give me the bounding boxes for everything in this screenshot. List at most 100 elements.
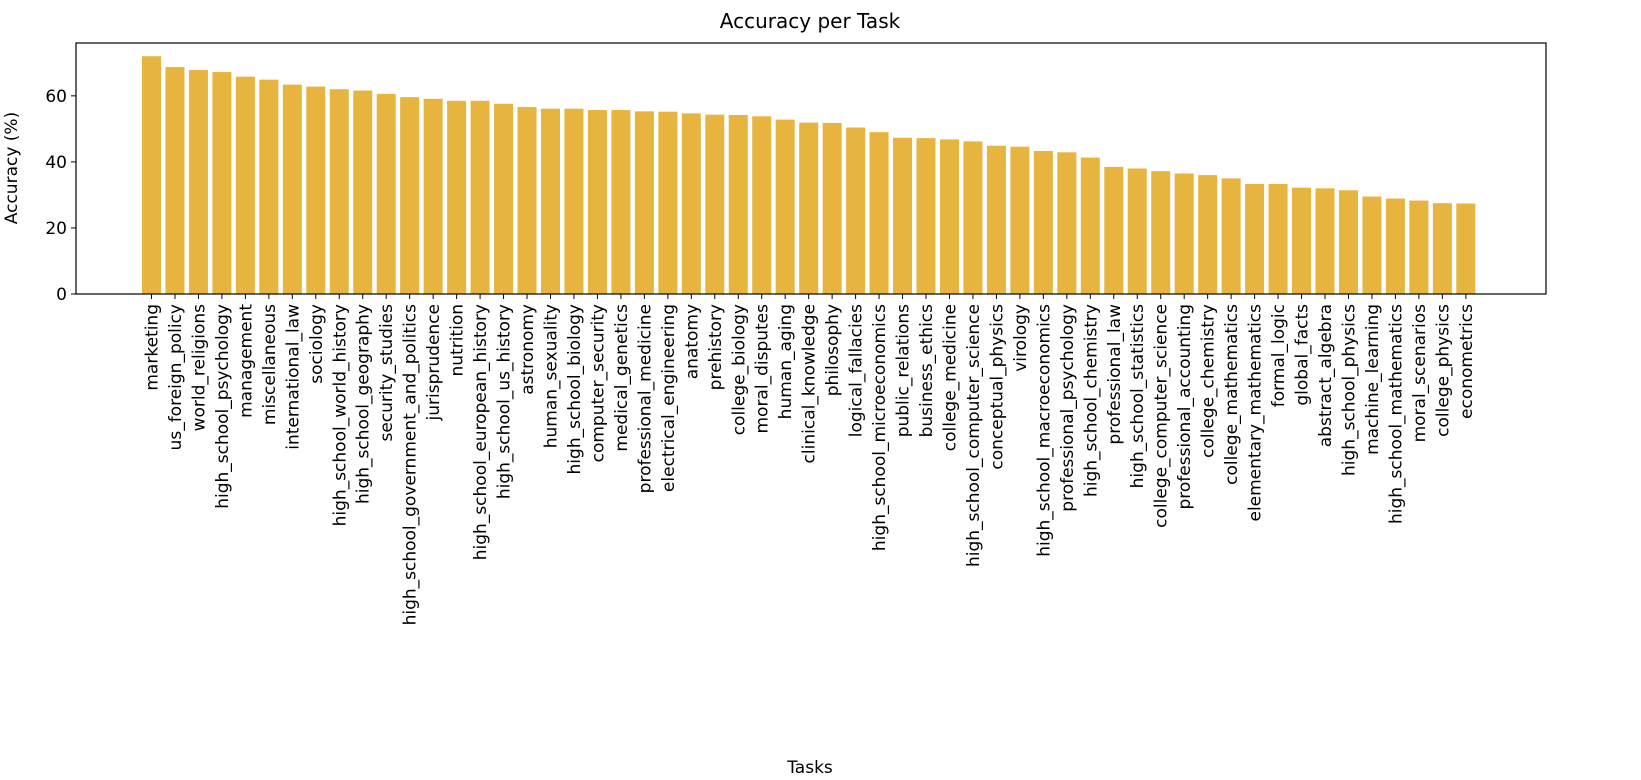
bar-human_aging bbox=[775, 119, 795, 295]
x-tick-label: prehistory bbox=[706, 304, 726, 390]
x-axis-label: Tasks bbox=[786, 758, 833, 778]
x-axis-ticks: marketing us_foreign_policy world_religion… bbox=[143, 294, 1477, 625]
x-tick-label: electrical_engineering bbox=[659, 304, 679, 492]
bar-us_foreign_policy bbox=[165, 67, 185, 294]
x-tick-label: astronomy bbox=[518, 304, 538, 395]
bar-anatomy bbox=[681, 113, 701, 294]
x-tick-label: security_studies bbox=[377, 304, 397, 442]
x-tick-label: moral_scenarios bbox=[1410, 304, 1430, 443]
x-tick-label: business_ethics bbox=[917, 304, 937, 438]
x-tick-label: machine_learning bbox=[1363, 304, 1383, 455]
bar-high_school_us_history bbox=[494, 103, 514, 295]
x-tick-label: elementary_mathematics bbox=[1246, 304, 1266, 522]
x-tick-label: management bbox=[236, 304, 256, 418]
bar-management bbox=[235, 76, 255, 294]
x-tick-label: econometrics bbox=[1457, 304, 1477, 419]
x-tick-label: college_medicine bbox=[940, 304, 960, 451]
bar-professional_psychology bbox=[1057, 152, 1077, 294]
x-tick-label: moral_disputes bbox=[753, 304, 773, 434]
x-tick-label: philosophy bbox=[823, 304, 843, 396]
y-tick-label: 40 bbox=[45, 153, 67, 173]
bar-college_physics bbox=[1432, 203, 1452, 294]
x-tick-label: nutrition bbox=[448, 304, 468, 377]
x-tick-label: college_biology bbox=[729, 304, 749, 435]
x-tick-label: us_foreign_policy bbox=[166, 304, 186, 450]
y-tick-label: 20 bbox=[45, 219, 67, 239]
y-axis-ticks: 0 20 40 60 bbox=[45, 87, 76, 305]
bar-world_religions bbox=[188, 70, 208, 294]
bar-professional_medicine bbox=[634, 111, 654, 294]
bar-high_school_world_history bbox=[329, 89, 349, 295]
bar-conceptual_physics bbox=[986, 145, 1006, 294]
bar-business_ethics bbox=[916, 138, 936, 294]
bar-high_school_computer_science bbox=[963, 141, 983, 294]
bar-college_medicine bbox=[939, 139, 959, 294]
x-tick-label: college_chemistry bbox=[1199, 304, 1219, 458]
bar-college_biology bbox=[728, 115, 748, 294]
bar-machine_learning bbox=[1362, 196, 1382, 294]
bar-electrical_engineering bbox=[658, 111, 678, 294]
bar-human_sexuality bbox=[540, 108, 560, 294]
x-tick-label: formal_logic bbox=[1269, 304, 1289, 407]
bars-group bbox=[142, 56, 1476, 295]
x-tick-label: jurisprudence bbox=[424, 304, 444, 421]
bar-jurisprudence bbox=[423, 98, 443, 294]
x-tick-label: professional_law bbox=[1105, 304, 1125, 445]
bar-formal_logic bbox=[1268, 184, 1288, 294]
x-tick-label: computer_security bbox=[588, 304, 608, 462]
x-tick-label: high_school_mathematics bbox=[1386, 304, 1406, 524]
bar-high_school_psychology bbox=[212, 72, 232, 294]
x-tick-label: high_school_world_history bbox=[330, 304, 350, 526]
x-tick-label: professional_accounting bbox=[1175, 304, 1195, 510]
bar-high_school_chemistry bbox=[1080, 157, 1100, 294]
chart-title: Accuracy per Task bbox=[720, 9, 901, 33]
x-tick-label: miscellaneous bbox=[260, 304, 280, 425]
bar-miscellaneous bbox=[259, 79, 279, 294]
bar-philosophy bbox=[822, 122, 842, 294]
x-tick-label: clinical_knowledge bbox=[800, 304, 820, 463]
bar-high_school_geography bbox=[353, 90, 373, 294]
bar-high_school_microeconomics bbox=[869, 132, 889, 294]
bar-moral_disputes bbox=[752, 116, 772, 294]
x-tick-label: anatomy bbox=[682, 304, 702, 379]
x-tick-label: high_school_government_and_politics bbox=[401, 304, 421, 626]
x-tick-label: human_sexuality bbox=[541, 304, 561, 448]
bar-abstract_algebra bbox=[1315, 188, 1335, 294]
bar-public_relations bbox=[893, 137, 913, 294]
x-tick-label: high_school_chemistry bbox=[1081, 304, 1101, 497]
bar-high_school_mathematics bbox=[1385, 198, 1405, 294]
x-tick-label: high_school_microeconomics bbox=[870, 304, 890, 551]
x-tick-label: college_computer_science bbox=[1152, 304, 1172, 528]
y-tick-label: 0 bbox=[56, 285, 67, 305]
x-tick-label: high_school_computer_science bbox=[964, 304, 984, 567]
bar-high_school_macroeconomics bbox=[1033, 151, 1053, 294]
x-tick-label: global_facts bbox=[1293, 304, 1313, 406]
y-tick-label: 60 bbox=[45, 87, 67, 107]
x-tick-label: professional_psychology bbox=[1058, 304, 1078, 512]
x-tick-label: college_physics bbox=[1433, 304, 1453, 437]
x-tick-label: high_school_physics bbox=[1339, 304, 1359, 476]
x-tick-label: high_school_us_history bbox=[495, 304, 515, 499]
bar-professional_law bbox=[1104, 166, 1124, 294]
x-tick-label: high_school_macroeconomics bbox=[1034, 304, 1054, 557]
bar-nutrition bbox=[447, 100, 467, 294]
x-tick-label: abstract_algebra bbox=[1316, 304, 1336, 447]
x-tick-label: college_mathematics bbox=[1222, 304, 1242, 485]
bar-astronomy bbox=[517, 107, 537, 294]
x-tick-label: professional_medicine bbox=[635, 304, 655, 493]
bar-econometrics bbox=[1456, 203, 1476, 294]
bar-high_school_government_and_politics bbox=[400, 97, 420, 294]
bar-moral_scenarios bbox=[1409, 200, 1429, 294]
x-tick-label: high_school_statistics bbox=[1128, 304, 1148, 488]
y-axis-label: Accuracy (%) bbox=[2, 112, 22, 224]
x-tick-label: world_religions bbox=[189, 304, 209, 432]
x-tick-label: human_aging bbox=[776, 304, 796, 419]
x-tick-label: high_school_european_history bbox=[471, 304, 491, 560]
x-tick-label: virology bbox=[1011, 304, 1031, 372]
bar-professional_accounting bbox=[1174, 173, 1194, 294]
bar-international_law bbox=[282, 84, 302, 294]
x-tick-label: international_law bbox=[283, 304, 303, 450]
bar-marketing bbox=[142, 56, 161, 295]
bar-elementary_mathematics bbox=[1245, 184, 1265, 294]
